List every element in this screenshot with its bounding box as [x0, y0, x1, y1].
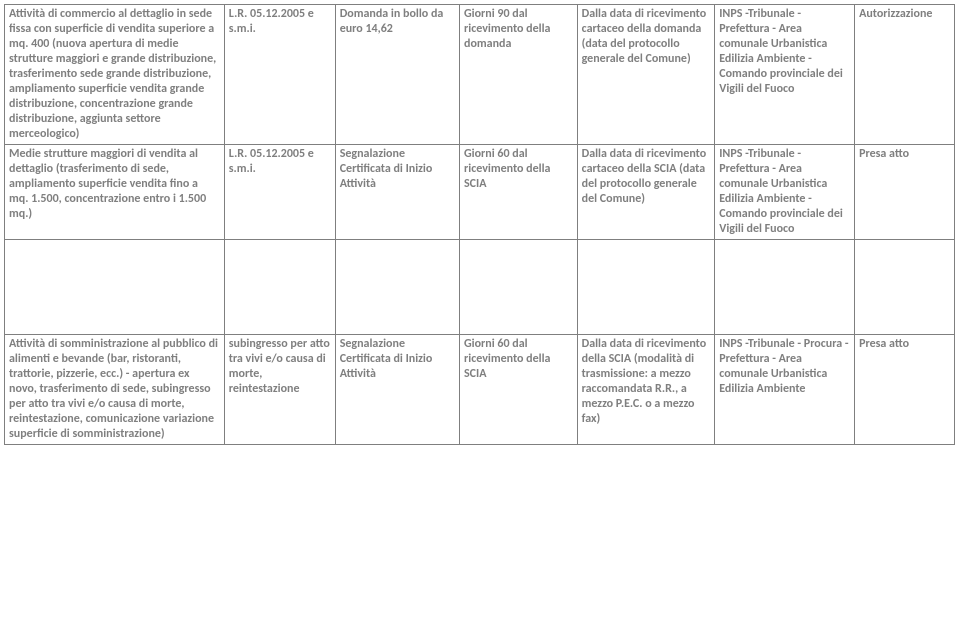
cell-law: L.R. 05.12.2005 e s.m.i. [224, 5, 335, 145]
cell-request-type: Segnalazione Certificata di Inizio Attiv… [335, 145, 459, 240]
cell-term: Giorni 90 dal ricevimento della domanda [460, 5, 578, 145]
cell-term: Giorni 60 dal ricevimento della SCIA [460, 145, 578, 240]
cell-law: subingresso per atto tra vivi e/o causa … [224, 335, 335, 445]
separator-cell [335, 240, 459, 335]
separator-cell [577, 240, 715, 335]
cell-bodies: INPS -Tribunale - Procura - Prefettura -… [715, 335, 855, 445]
separator-cell [5, 240, 225, 335]
cell-request-type: Segnalazione Certificata di Inizio Attiv… [335, 335, 459, 445]
cell-request-type: Domanda in bollo da euro 14,62 [335, 5, 459, 145]
procedures-table: Attività di commercio al dettaglio in se… [4, 4, 955, 445]
cell-outcome: Autorizzazione [855, 5, 955, 145]
cell-start: Dalla data di ricevimento cartaceo della… [577, 5, 715, 145]
cell-start: Dalla data di ricevimento della SCIA (mo… [577, 335, 715, 445]
cell-bodies: INPS -Tribunale - Prefettura - Area comu… [715, 145, 855, 240]
cell-bodies: INPS -Tribunale - Prefettura - Area comu… [715, 5, 855, 145]
cell-activity: Attività di somministrazione al pubblico… [5, 335, 225, 445]
separator-cell [715, 240, 855, 335]
cell-outcome: Presa atto [855, 145, 955, 240]
cell-term: Giorni 60 dal ricevimento della SCIA [460, 335, 578, 445]
cell-law: L.R. 05.12.2005 e s.m.i. [224, 145, 335, 240]
cell-outcome: Presa atto [855, 335, 955, 445]
cell-activity: Medie strutture maggiori di vendita al d… [5, 145, 225, 240]
cell-activity: Attività di commercio al dettaglio in se… [5, 5, 225, 145]
separator-cell [460, 240, 578, 335]
cell-start: Dalla data di ricevimento cartaceo della… [577, 145, 715, 240]
table-row: Attività di commercio al dettaglio in se… [5, 5, 955, 145]
separator-cell [224, 240, 335, 335]
table-row: Attività di somministrazione al pubblico… [5, 335, 955, 445]
table-row: Medie strutture maggiori di vendita al d… [5, 145, 955, 240]
separator-row [5, 240, 955, 335]
separator-cell [855, 240, 955, 335]
